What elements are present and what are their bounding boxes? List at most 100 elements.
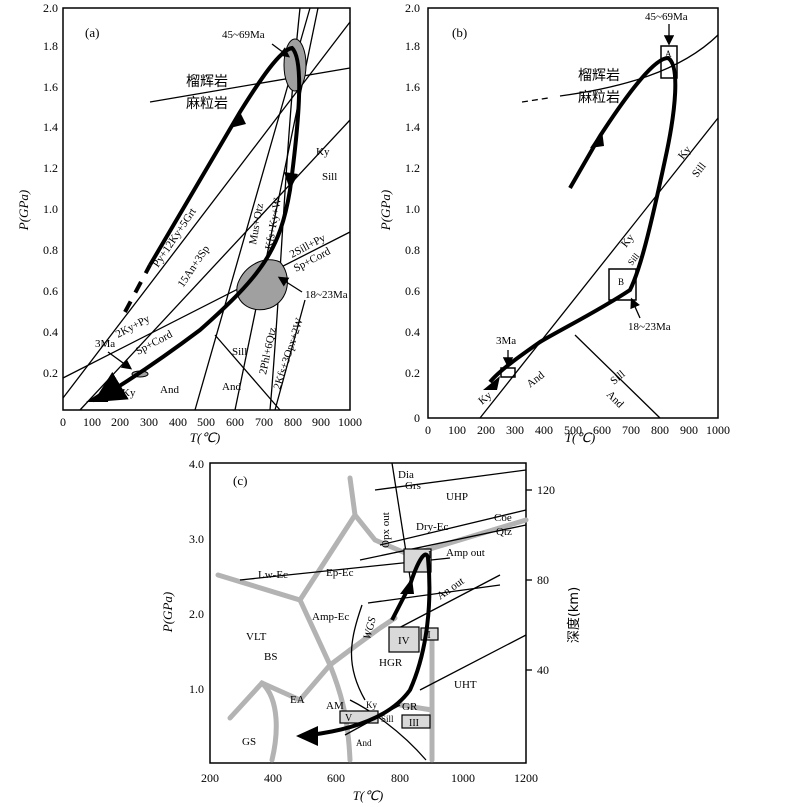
- panel-a-xtick: 1000: [338, 415, 362, 429]
- panel-b-ytick: 0.6: [405, 284, 420, 298]
- panel-b-xtick: 100: [448, 423, 466, 437]
- panel-c-vlt: VLT: [246, 631, 267, 643]
- panel-b-lines: [479, 34, 719, 419]
- panel-c-letter: (c): [233, 473, 247, 488]
- panel-a: (a) 2.0 1.8 1.6 1.4 1.2 1.0 0.8 0.6 0.4 …: [16, 1, 362, 445]
- panel-c-y-label: P(GPa): [160, 592, 175, 633]
- panel-a-eclogite: 榴辉岩: [186, 74, 228, 90]
- panel-b-box-b: [608, 268, 637, 301]
- panel-b-ytick: 1.0: [405, 202, 420, 216]
- panel-b-y-ticks: 0 0.2 0.4 0.6 0.8 1.0 1.2 1.4 1.6 1.8 2.…: [405, 1, 420, 425]
- panel-a-xtick: 700: [255, 415, 273, 429]
- panel-a-ytick: 0.2: [43, 366, 58, 380]
- panel-a-xtick: 600: [226, 415, 244, 429]
- panel-b-xtick: 800: [651, 423, 669, 437]
- panel-b-age-18: 18~23Ma: [628, 321, 671, 333]
- panel-c-ea: EA: [290, 694, 305, 706]
- panel-c-uht: UHT: [454, 679, 477, 691]
- panel-c-y2-ticks: 120 80 40: [526, 483, 555, 677]
- panel-a-blob-18: [236, 259, 288, 311]
- panel-c-gs: GS: [242, 736, 256, 748]
- panel-a-xtick: 100: [83, 415, 101, 429]
- panel-a-ytick: 0.4: [43, 325, 58, 339]
- panel-b-xtick: 1000: [706, 423, 730, 437]
- panel-a-rxn2: 2Ky+Py: [114, 313, 153, 341]
- panel-c-gr: GR: [402, 701, 418, 713]
- panel-a-rxn5: 2Phl+6Qtz: [257, 326, 279, 375]
- panel-a-and-1: And: [160, 384, 179, 396]
- panel-c-an-out: An out: [435, 575, 467, 602]
- panel-b-ky-mid: Ky: [619, 231, 637, 249]
- panel-a-ky: Ky: [316, 146, 330, 158]
- panel-b-x-ticks: 0 100 200 300 400 500 600 700 800 900 10…: [425, 423, 730, 437]
- panel-b-box-a: [660, 45, 678, 79]
- panel-a-granulite: 麻粒岩: [186, 96, 228, 112]
- panel-a-ytick: 1.4: [43, 120, 58, 134]
- panel-b-ky-low: Ky: [476, 389, 494, 407]
- panel-a-age-3: 3Ma: [95, 338, 115, 350]
- panel-b-ytick: 0: [414, 411, 420, 425]
- panel-b-xtick: 400: [535, 423, 553, 437]
- panel-a-rxn4: Mus+Qtz: [247, 202, 266, 245]
- panel-c-xtick: 400: [264, 771, 282, 785]
- panel-b-x-label: T(℃): [565, 430, 596, 445]
- panel-a-ytick: 1.0: [43, 202, 58, 216]
- panel-c-box-label: I: [428, 549, 432, 561]
- panel-c-box-IV: [388, 626, 420, 653]
- panel-b-ytick: 1.6: [405, 80, 420, 94]
- panel-a-sill-low: Sill: [232, 346, 247, 358]
- panel-b-sill: Sill: [690, 160, 709, 179]
- panel-c-dry-ec: Dry-Ec: [416, 521, 448, 533]
- panel-b-ytick: 0.4: [405, 325, 420, 339]
- panel-a-xtick: 200: [111, 415, 129, 429]
- panel-b-xtick: 0: [425, 423, 431, 437]
- panel-c-bs: BS: [264, 651, 277, 663]
- panel-c-ytick: 3.0: [189, 532, 204, 546]
- panel-a-xtick: 0: [60, 415, 66, 429]
- panel-a-and-2: And: [222, 381, 241, 393]
- panel-b-ytick: 1.4: [405, 120, 420, 134]
- panel-a-xtick: 800: [284, 415, 302, 429]
- panel-c-xtick: 200: [201, 771, 219, 785]
- panel-b-xtick: 600: [593, 423, 611, 437]
- panel-c-hgr: HGR: [379, 657, 403, 669]
- panel-b-xtick: 500: [564, 423, 582, 437]
- panel-a-ytick: 2.0: [43, 1, 58, 15]
- panel-b-ytick: 0.8: [405, 243, 420, 257]
- panel-c-box-III: [401, 714, 431, 729]
- panel-b-frame: [427, 7, 719, 419]
- panel-c-and: And: [356, 738, 372, 748]
- panel-b-box-3ma: [500, 367, 516, 378]
- panel-c-coe: Coe: [494, 512, 512, 524]
- panel-a-ytick: 0.8: [43, 243, 58, 257]
- panel-b-and: And: [524, 369, 547, 390]
- panel-c-pt-path: [296, 552, 432, 746]
- panel-c-frame: [209, 462, 527, 764]
- panel-b-age-3: 3Ma: [496, 335, 516, 347]
- panel-c-grs: Grs: [405, 480, 421, 492]
- panel-c-ky: Ky: [366, 700, 377, 710]
- panel-c-uhp: UHP: [446, 491, 468, 503]
- panel-a-ytick: 0.6: [43, 284, 58, 298]
- panel-c-y-ticks: 4.0 3.0 2.0 1.0: [189, 457, 204, 696]
- panel-c-y2-label: 深度(km): [566, 587, 582, 643]
- panel-c-ep-ec: Ep-Ec: [326, 567, 354, 579]
- panel-c-box-label: III: [409, 718, 419, 729]
- panel-c-box-label: IV: [398, 635, 410, 647]
- panel-a-age-45: 45~69Ma: [222, 29, 265, 41]
- panel-b-ytick: 1.2: [405, 161, 420, 175]
- panel-c-qtz: Qtz: [496, 526, 512, 538]
- panel-a-y-label: P(GPa): [16, 190, 31, 231]
- panel-a-xtick: 500: [197, 415, 215, 429]
- panel-a-ky-low: Ky: [122, 387, 136, 399]
- panel-a-x-ticks: 0 100 200 300 400 500 600 700 800 900 10…: [60, 415, 362, 429]
- panel-a-ytick: 1.6: [43, 80, 58, 94]
- panel-b-ytick: 0.2: [405, 366, 420, 380]
- panel-c-xtick: 1000: [451, 771, 475, 785]
- panel-c-x-label: T(℃): [353, 788, 384, 803]
- panel-a-sill: Sill: [322, 171, 337, 183]
- panel-c-y2tick: 120: [537, 483, 555, 497]
- panel-a-letter: (a): [85, 25, 99, 40]
- panel-b-xtick: 700: [622, 423, 640, 437]
- panel-b-ytick: 2.0: [405, 1, 420, 15]
